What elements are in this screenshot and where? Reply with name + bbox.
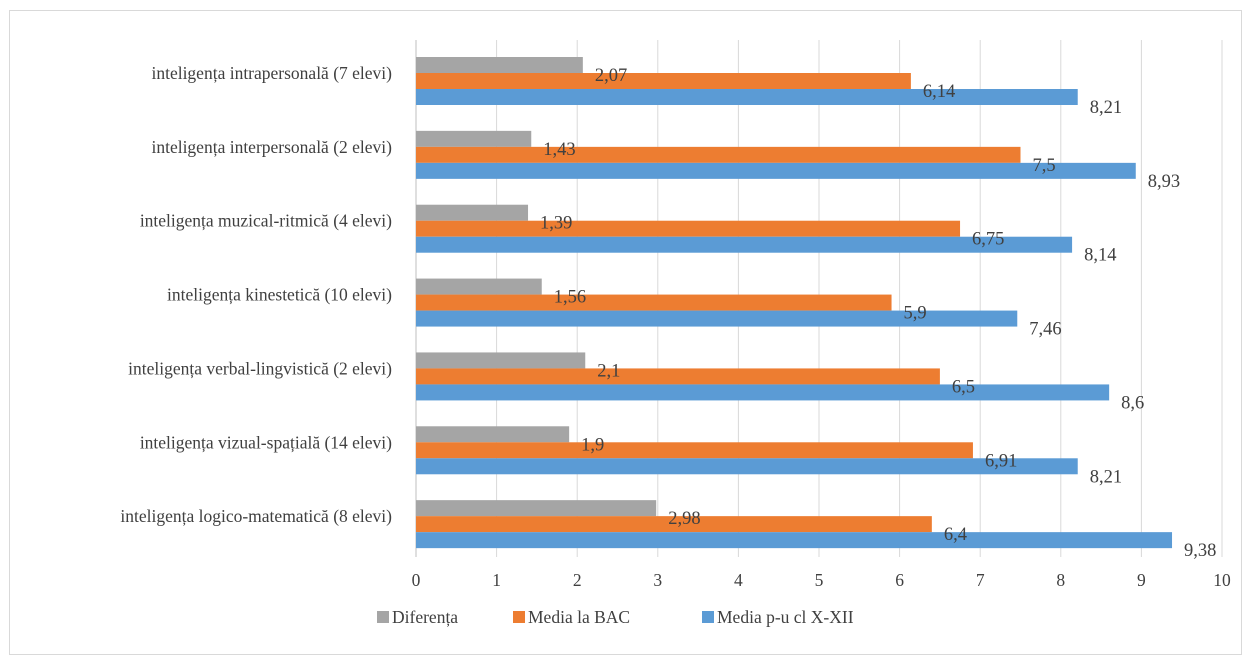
bar-media-la-bac [416,73,911,89]
category-labels: inteligența intrapersonală (7 elevi) inte… [120,63,392,526]
category-label: inteligența intrapersonală (7 elevi) [151,63,392,83]
data-label: 8,21 [1090,467,1122,487]
x-axis-ticks: 0 1 2 3 4 5 6 7 8 9 10 [412,570,1231,590]
bar-diferenta [416,57,583,73]
bar-media-p-u-cl-x-xii [416,236,1073,253]
legend-label: Media la BAC [528,607,630,627]
bar-diferenta [416,278,542,295]
data-label: 6,14 [923,82,955,102]
bar-media-la-bac [416,220,961,237]
data-label: 1,39 [540,214,572,234]
bars [416,57,1173,549]
legend: Diferența Media la BAC Media p-u cl X-XII [377,607,854,627]
bar-media-la-bac [416,368,940,385]
data-label: 8,14 [1084,246,1116,266]
bar-media-la-bac [416,146,1021,163]
legend-swatch [377,611,389,623]
bar-media-p-u-cl-x-xii [416,384,1110,401]
category-label: inteligența kinestetică (10 elevi) [167,285,392,305]
category-label: inteligența verbal-lingvistică (2 elevi) [128,358,392,378]
x-tick-label: 3 [653,570,662,590]
category-label: inteligența logico-matematică (8 elevi) [120,506,392,526]
data-label: 6,5 [952,377,975,397]
data-label: 6,91 [985,451,1017,471]
data-label: 5,9 [904,304,927,324]
x-tick-label: 8 [1056,570,1065,590]
bar-media-p-u-cl-x-xii [416,458,1078,475]
bar-media-p-u-cl-x-xii [416,89,1078,105]
category-label: inteligența vizual-spațială (14 elevi) [140,432,392,452]
bar-diferenta [416,500,657,517]
legend-swatch [513,611,525,623]
data-label: 7,46 [1029,320,1061,340]
data-label: 1,9 [581,435,604,455]
category-label: inteligența interpersonală (2 elevi) [151,137,392,157]
x-tick-label: 2 [573,570,582,590]
x-tick-label: 0 [412,570,421,590]
data-label: 7,5 [1033,156,1056,176]
x-tick-label: 6 [895,570,904,590]
bar-diferenta [416,426,570,443]
legend-swatch [702,611,714,623]
legend-label: Media p-u cl X-XII [717,607,854,627]
data-label: 9,38 [1184,541,1216,561]
data-label: 8,21 [1090,98,1122,118]
data-label: 2,07 [595,66,627,86]
data-label: 6,4 [944,525,967,545]
data-label: 1,43 [543,140,575,160]
legend-label: Diferența [392,607,458,627]
x-tick-label: 1 [492,570,501,590]
data-labels: 2,07 6,14 8,21 1,43 7,5 8,93 1,39 6,75 8,14 1,56 5… [540,66,1216,561]
bar-media-la-bac [416,442,973,459]
x-tick-label: 7 [976,570,985,590]
bar-media-la-bac [416,294,892,311]
data-label: 2,1 [597,361,620,381]
x-tick-label: 5 [815,570,824,590]
bar-diferenta [416,130,532,147]
data-label: 8,6 [1121,393,1144,413]
bar-diferenta [416,204,529,221]
bar-media-p-u-cl-x-xii [416,162,1136,179]
x-tick-label: 10 [1213,570,1231,590]
bar-diferenta [416,352,586,369]
data-label: 6,75 [972,230,1004,250]
x-tick-label: 4 [734,570,743,590]
bar-media-p-u-cl-x-xii [416,532,1173,549]
category-label: inteligența muzical-ritmică (4 elevi) [140,211,392,231]
bar-media-la-bac [416,516,932,533]
data-label: 8,93 [1148,172,1180,192]
data-label: 2,98 [668,509,700,529]
x-tick-label: 9 [1137,570,1146,590]
bar-media-p-u-cl-x-xii [416,310,1018,327]
data-label: 1,56 [554,288,586,308]
